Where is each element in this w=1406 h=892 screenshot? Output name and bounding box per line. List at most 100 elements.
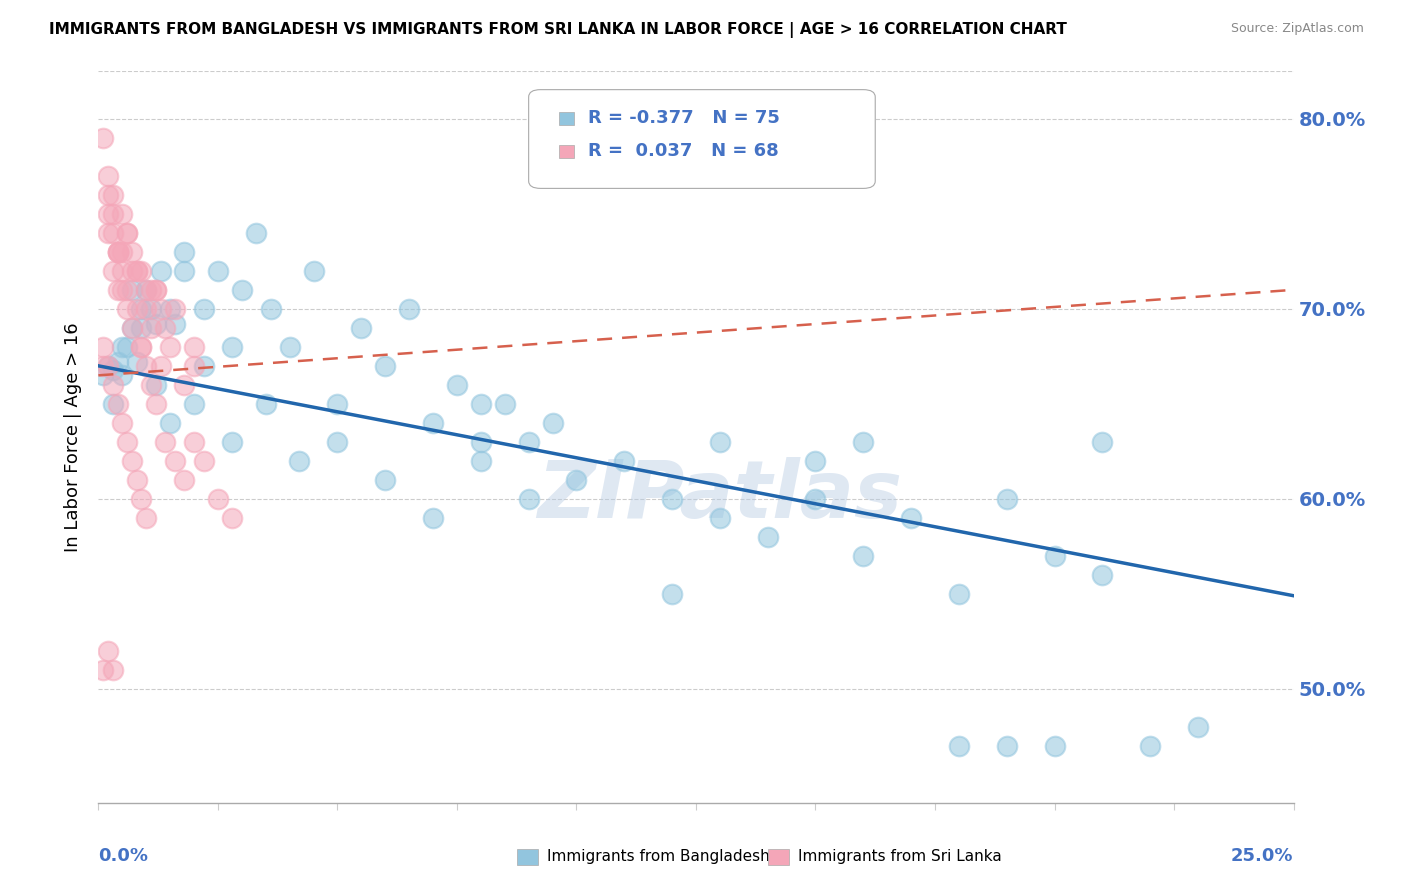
Point xyxy=(101,377,124,392)
Point xyxy=(221,511,243,525)
Point xyxy=(121,244,143,259)
Point xyxy=(139,283,162,297)
Point xyxy=(135,301,157,316)
Point xyxy=(422,511,444,525)
Point xyxy=(131,340,153,354)
Point xyxy=(155,434,177,449)
Point xyxy=(91,368,114,383)
Point xyxy=(756,530,779,544)
Point xyxy=(115,340,138,354)
Point xyxy=(131,301,153,316)
Point xyxy=(101,187,124,202)
Point xyxy=(446,377,468,392)
Point xyxy=(517,434,540,449)
Point xyxy=(613,454,636,468)
Point xyxy=(1091,434,1114,449)
Text: Source: ZipAtlas.com: Source: ZipAtlas.com xyxy=(1230,22,1364,36)
Point xyxy=(221,434,243,449)
Point xyxy=(183,340,205,354)
Point xyxy=(107,397,129,411)
Point xyxy=(135,283,157,297)
Point xyxy=(254,397,277,411)
Point xyxy=(101,264,124,278)
Point xyxy=(145,317,167,331)
Point xyxy=(661,491,683,506)
Point xyxy=(101,663,124,677)
Point xyxy=(326,434,349,449)
Bar xyxy=(558,112,574,125)
Point xyxy=(163,301,186,316)
Point xyxy=(995,491,1018,506)
Point xyxy=(470,397,492,411)
Text: Immigrants from Bangladesh: Immigrants from Bangladesh xyxy=(547,849,769,864)
Point xyxy=(1091,567,1114,582)
Bar xyxy=(768,849,789,865)
Text: 25.0%: 25.0% xyxy=(1232,847,1294,864)
Point xyxy=(159,416,181,430)
Point xyxy=(115,434,138,449)
Point xyxy=(374,473,396,487)
Point xyxy=(139,321,162,335)
Point xyxy=(149,359,172,373)
Point xyxy=(131,340,153,354)
Point xyxy=(115,226,138,240)
Point xyxy=(326,397,349,411)
Point xyxy=(173,244,195,259)
Point xyxy=(107,244,129,259)
Point xyxy=(121,264,143,278)
Text: IMMIGRANTS FROM BANGLADESH VS IMMIGRANTS FROM SRI LANKA IN LABOR FORCE | AGE > 1: IMMIGRANTS FROM BANGLADESH VS IMMIGRANTS… xyxy=(49,22,1067,38)
Point xyxy=(111,416,134,430)
Point xyxy=(135,511,157,525)
Point xyxy=(207,491,229,506)
Point xyxy=(288,454,311,468)
Point xyxy=(131,321,153,335)
Point xyxy=(111,207,134,221)
Point xyxy=(111,264,134,278)
Point xyxy=(107,244,129,259)
Point xyxy=(97,169,120,183)
Point xyxy=(852,549,875,563)
Point xyxy=(91,359,114,373)
Text: 0.0%: 0.0% xyxy=(98,847,149,864)
Point xyxy=(183,434,205,449)
Point xyxy=(91,131,114,145)
Point xyxy=(163,317,186,331)
Point xyxy=(1043,739,1066,753)
Point xyxy=(111,340,134,354)
Point xyxy=(111,283,134,297)
Point xyxy=(159,340,181,354)
Bar xyxy=(558,145,574,158)
Point xyxy=(97,187,120,202)
Point xyxy=(91,340,114,354)
Y-axis label: In Labor Force | Age > 16: In Labor Force | Age > 16 xyxy=(65,322,83,552)
Point xyxy=(183,359,205,373)
Point xyxy=(183,397,205,411)
Point xyxy=(111,368,134,383)
Point xyxy=(350,321,373,335)
Point xyxy=(374,359,396,373)
Point xyxy=(193,301,215,316)
Point xyxy=(163,454,186,468)
Point xyxy=(221,340,243,354)
Point xyxy=(709,511,731,525)
FancyBboxPatch shape xyxy=(529,90,876,188)
Point xyxy=(139,377,162,392)
Text: Immigrants from Sri Lanka: Immigrants from Sri Lanka xyxy=(797,849,1001,864)
Point xyxy=(193,359,215,373)
Point xyxy=(661,587,683,601)
Point xyxy=(125,301,148,316)
Point xyxy=(278,340,301,354)
Point xyxy=(107,244,129,259)
Point xyxy=(245,226,267,240)
Point xyxy=(900,511,922,525)
Point xyxy=(207,264,229,278)
Point xyxy=(125,264,148,278)
Point xyxy=(149,264,172,278)
Point xyxy=(135,283,157,297)
Point xyxy=(101,207,124,221)
Point xyxy=(470,454,492,468)
Point xyxy=(565,473,588,487)
Point xyxy=(302,264,325,278)
Point xyxy=(125,355,148,369)
Point xyxy=(115,226,138,240)
